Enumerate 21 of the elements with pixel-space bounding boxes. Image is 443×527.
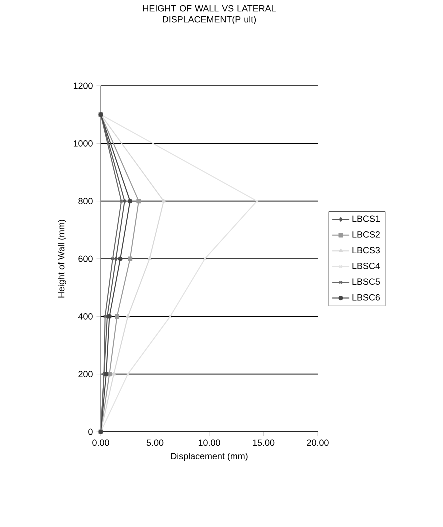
x-axis-title: Displacement (mm): [171, 452, 248, 462]
y-axis-title: Height of Wall (mm): [58, 220, 66, 298]
legend-label: LBCS2: [352, 232, 380, 238]
y-tick-label: 1000: [74, 140, 93, 147]
x-tick-label: 20.00: [307, 440, 329, 446]
y-tick-label: 1200: [74, 82, 93, 90]
legend-label: LBCS3: [352, 247, 380, 254]
x-tick-label: 10.00: [198, 440, 220, 446]
y-tick-label: 800: [78, 198, 93, 205]
x-tick-label: 0.00: [92, 440, 110, 446]
legend-label: LBCS1: [352, 216, 380, 222]
x-tick-label: 5.00: [146, 440, 164, 446]
x-tick-label: 15.00: [253, 440, 275, 446]
legend-label: LBSC5: [352, 278, 380, 286]
y-tick-label: 600: [78, 256, 93, 262]
legend-label: LBSC4: [352, 262, 380, 270]
legend-label: LBSC6: [352, 294, 380, 301]
y-tick-label: 200: [78, 371, 93, 378]
y-tick-label: 400: [78, 313, 93, 320]
chart-title: HEIGHT OF WALL VS LATERAL DISPLACEMENT(P ult): [143, 5, 276, 24]
y-tick-label: 0: [88, 428, 93, 436]
